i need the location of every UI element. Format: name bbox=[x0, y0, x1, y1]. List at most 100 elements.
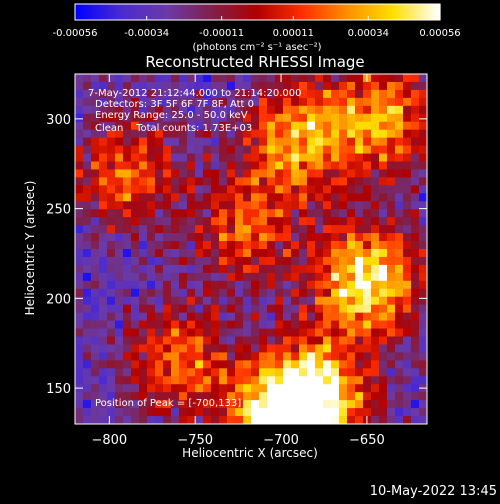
heatmap-cell bbox=[355, 201, 364, 210]
heatmap-cell bbox=[275, 241, 284, 250]
heatmap-cell bbox=[379, 129, 388, 139]
heatmap-cell bbox=[139, 201, 148, 210]
heatmap-cell bbox=[187, 201, 196, 210]
heatmap-cell bbox=[203, 193, 212, 202]
heatmap-cell bbox=[131, 256, 140, 266]
heatmap-cell bbox=[347, 249, 356, 258]
heatmap-cell bbox=[419, 400, 428, 409]
heatmap-cell bbox=[243, 320, 252, 330]
heatmap-cell bbox=[75, 201, 84, 210]
heatmap-cell bbox=[259, 416, 268, 425]
heatmap-cell bbox=[187, 408, 196, 417]
colorbar-swatch bbox=[285, 4, 289, 20]
heatmap-cell bbox=[115, 121, 124, 131]
heatmap-cell bbox=[403, 320, 412, 330]
heatmap-cell bbox=[91, 416, 100, 425]
heatmap-cell bbox=[211, 145, 220, 155]
heatmap-cell bbox=[379, 304, 388, 314]
heatmap-cell bbox=[291, 129, 300, 139]
heatmap-cell bbox=[411, 400, 420, 409]
heatmap-cell bbox=[187, 288, 196, 298]
colorbar-swatch bbox=[117, 4, 121, 20]
heatmap-cell bbox=[155, 201, 164, 210]
heatmap-cell bbox=[403, 360, 412, 369]
heatmap-cell bbox=[75, 169, 84, 178]
heatmap-cell bbox=[155, 89, 164, 99]
heatmap-cell bbox=[139, 89, 148, 99]
heatmap-cell bbox=[139, 384, 148, 393]
heatmap-cell bbox=[163, 105, 172, 115]
heatmap-cell bbox=[163, 392, 172, 401]
heatmap-cell bbox=[283, 121, 292, 131]
heatmap-cell bbox=[203, 241, 212, 250]
heatmap-cell bbox=[283, 177, 292, 186]
heatmap-cell bbox=[139, 129, 148, 139]
heatmap-cell bbox=[363, 400, 372, 409]
colorbar-swatch bbox=[255, 4, 259, 20]
heatmap-cell bbox=[83, 169, 92, 178]
heatmap-cell bbox=[411, 169, 420, 178]
heatmap-cell bbox=[283, 376, 292, 385]
heatmap-cell bbox=[363, 97, 372, 107]
heatmap-cell bbox=[331, 256, 340, 266]
heatmap-cell bbox=[347, 193, 356, 202]
heatmap-cell bbox=[107, 89, 116, 99]
heatmap-cell bbox=[179, 304, 188, 314]
colorbar-swatch bbox=[315, 4, 319, 20]
colorbar-swatch bbox=[82, 4, 86, 20]
heatmap-cell bbox=[379, 201, 388, 210]
colorbar-swatch bbox=[270, 4, 274, 20]
heatmap-cell bbox=[75, 177, 84, 186]
heatmap-cell bbox=[75, 400, 84, 409]
heatmap-cell bbox=[195, 161, 204, 170]
heatmap-cell bbox=[83, 241, 92, 250]
heatmap-cell bbox=[187, 233, 196, 242]
heatmap-cell bbox=[83, 320, 92, 330]
heatmap-cell bbox=[203, 233, 212, 242]
heatmap-cell bbox=[307, 320, 316, 330]
colorbar-swatch bbox=[147, 4, 151, 20]
heatmap-cell bbox=[259, 161, 268, 170]
heatmap-cell bbox=[379, 169, 388, 178]
heatmap-cell bbox=[107, 272, 116, 282]
colorbar-swatch bbox=[332, 4, 336, 20]
heatmap-cell bbox=[259, 153, 268, 162]
heatmap-cell bbox=[339, 392, 348, 401]
colorbar-swatch bbox=[325, 4, 329, 20]
heatmap-cell bbox=[291, 81, 300, 91]
heatmap-cell bbox=[291, 153, 300, 162]
heatmap-cell bbox=[363, 320, 372, 330]
heatmap-cell bbox=[363, 328, 372, 337]
heatmap-cell bbox=[251, 89, 260, 99]
colorbar-swatch bbox=[227, 4, 231, 20]
heatmap-cell bbox=[419, 264, 428, 274]
heatmap-cell bbox=[251, 153, 260, 162]
heatmap-cell bbox=[299, 81, 308, 91]
heatmap-cell bbox=[163, 201, 172, 210]
heatmap-cell bbox=[331, 312, 340, 322]
heatmap-cell bbox=[227, 392, 236, 401]
heatmap-cell bbox=[331, 368, 340, 377]
heatmap-cell bbox=[379, 121, 388, 131]
heatmap-cell bbox=[267, 233, 276, 242]
heatmap-cell bbox=[307, 392, 316, 401]
heatmap-cell bbox=[179, 320, 188, 330]
heatmap-cell bbox=[235, 384, 244, 393]
heatmap-cell bbox=[355, 241, 364, 250]
heatmap-cell bbox=[355, 256, 364, 266]
heatmap-cell bbox=[227, 416, 236, 425]
heatmap-cell bbox=[347, 304, 356, 314]
heatmap-cell bbox=[75, 89, 84, 99]
heatmap-cell bbox=[307, 384, 316, 393]
heatmap-cell bbox=[91, 201, 100, 210]
heatmap-cell bbox=[139, 81, 148, 91]
heatmap-cell bbox=[107, 416, 116, 425]
heatmap-cell bbox=[83, 376, 92, 385]
heatmap-cell bbox=[291, 376, 300, 385]
heatmap-cell bbox=[163, 249, 172, 258]
heatmap-cell bbox=[203, 201, 212, 210]
heatmap-cell bbox=[131, 416, 140, 425]
heatmap-cell bbox=[227, 360, 236, 369]
heatmap-cell bbox=[227, 201, 236, 210]
heatmap-cell bbox=[235, 225, 244, 234]
